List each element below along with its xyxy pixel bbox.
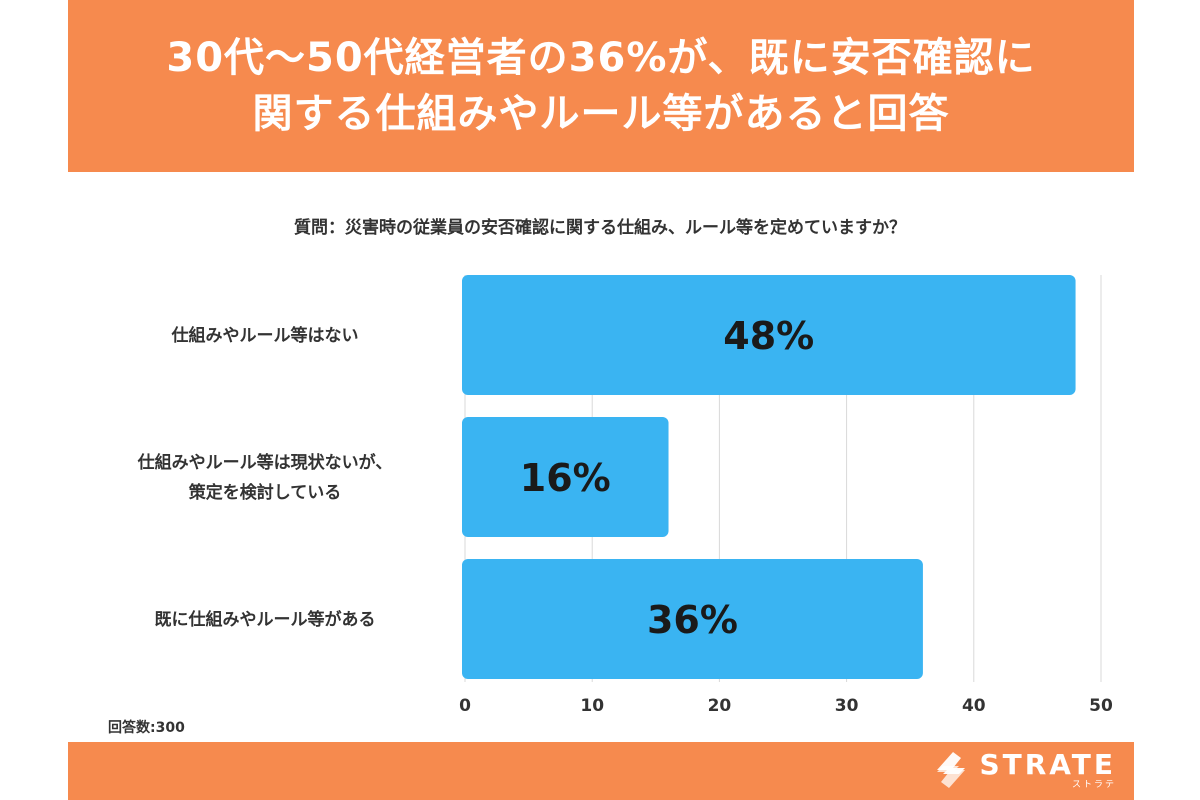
x-tick-label: 10: [580, 696, 604, 716]
strate-logo: STRATE ストラテ: [931, 750, 1116, 790]
respondent-count: 回答数:300: [108, 720, 185, 736]
logo-subtext: ストラテ: [1071, 780, 1116, 790]
bar-data-label: 16%: [520, 456, 611, 500]
category-label: 策定を検討している: [189, 482, 342, 503]
x-tick-label: 20: [708, 696, 732, 716]
bar-data-label: 36%: [647, 598, 738, 642]
category-label: 既に仕組みやルール等がある: [155, 609, 376, 630]
bar-data-label: 48%: [723, 314, 814, 358]
x-tick-label: 40: [962, 696, 986, 716]
strate-logo-icon: [937, 752, 966, 788]
survey-question: 質問：災害時の従業員の安否確認に関する仕組み、ルール等を定めていますか？: [294, 218, 906, 238]
logo-wordmark: STRATE ストラテ: [979, 748, 1116, 791]
bar: [462, 559, 923, 679]
logo-text: STRATE: [979, 748, 1116, 781]
footer-banner: STRATE ストラテ: [68, 742, 1134, 800]
bar: [462, 417, 669, 537]
title-banner: 30代〜50代経営者の36%が、既に安否確認に 関する仕組みやルール等があると回…: [68, 0, 1134, 172]
x-tick-label: 0: [459, 696, 471, 716]
x-tick-label: 50: [1089, 696, 1113, 716]
category-label: 仕組みやルール等はない: [171, 325, 359, 346]
title-line-2: 関する仕組みやルール等があると回答: [252, 91, 950, 137]
category-label: 仕組みやルール等は現状ないが、: [137, 452, 393, 473]
title-line-1: 30代〜50代経営者の36%が、既に安否確認に: [166, 35, 1036, 81]
x-tick-label: 30: [835, 696, 859, 716]
bar: [462, 275, 1076, 395]
